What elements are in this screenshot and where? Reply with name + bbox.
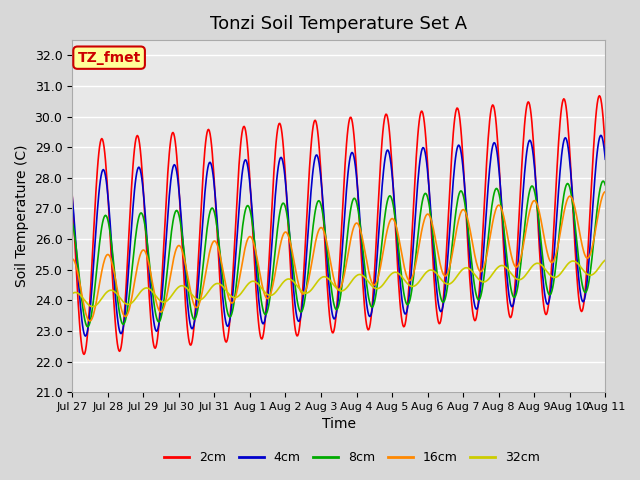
8cm	[404, 301, 412, 307]
32cm	[68, 291, 76, 297]
8cm	[602, 182, 609, 188]
16cm	[78, 291, 86, 297]
32cm	[78, 294, 86, 300]
16cm	[86, 318, 94, 324]
4cm	[420, 145, 428, 151]
32cm	[216, 281, 223, 287]
32cm	[188, 291, 195, 297]
16cm	[420, 219, 428, 225]
2cm	[188, 341, 195, 347]
8cm	[420, 193, 428, 199]
32cm	[420, 273, 428, 278]
16cm	[602, 189, 609, 194]
4cm	[78, 316, 86, 322]
16cm	[216, 251, 223, 257]
2cm	[68, 192, 76, 198]
8cm	[84, 324, 92, 330]
2cm	[596, 93, 604, 98]
Title: Tonzi Soil Temperature Set A: Tonzi Soil Temperature Set A	[210, 15, 467, 33]
8cm	[599, 178, 607, 184]
2cm	[404, 296, 412, 301]
16cm	[134, 264, 141, 269]
16cm	[404, 276, 412, 282]
32cm	[602, 257, 609, 263]
16cm	[68, 256, 76, 262]
4cm	[404, 302, 412, 308]
8cm	[78, 297, 86, 302]
4cm	[602, 156, 609, 162]
Y-axis label: Soil Temperature (C): Soil Temperature (C)	[15, 145, 29, 288]
4cm	[134, 167, 141, 173]
32cm	[89, 304, 97, 310]
32cm	[134, 293, 141, 299]
4cm	[188, 325, 195, 331]
X-axis label: Time: Time	[322, 418, 356, 432]
2cm	[420, 114, 428, 120]
8cm	[216, 247, 223, 253]
Line: 16cm: 16cm	[72, 192, 605, 321]
4cm	[68, 193, 76, 199]
16cm	[188, 293, 195, 299]
8cm	[188, 310, 195, 316]
2cm	[216, 277, 223, 283]
Line: 8cm: 8cm	[72, 181, 605, 327]
2cm	[134, 132, 141, 138]
2cm	[80, 351, 88, 357]
2cm	[602, 146, 609, 152]
Legend: 2cm, 4cm, 8cm, 16cm, 32cm: 2cm, 4cm, 8cm, 16cm, 32cm	[159, 446, 545, 469]
32cm	[404, 281, 412, 287]
2cm	[78, 344, 86, 349]
Line: 32cm: 32cm	[72, 260, 605, 307]
8cm	[134, 221, 141, 227]
Line: 4cm: 4cm	[72, 135, 605, 336]
4cm	[216, 255, 223, 261]
4cm	[597, 132, 605, 138]
Text: TZ_fmet: TZ_fmet	[77, 51, 141, 65]
Line: 2cm: 2cm	[72, 96, 605, 354]
8cm	[68, 219, 76, 225]
4cm	[82, 333, 90, 339]
